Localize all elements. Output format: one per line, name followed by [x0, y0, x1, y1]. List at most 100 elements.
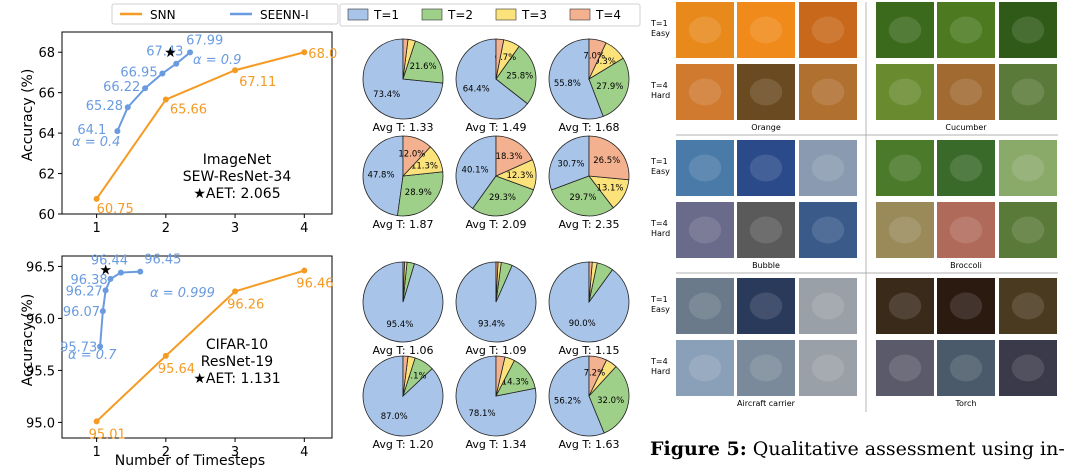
snn-data-label: 96.46: [296, 277, 333, 292]
sample-image: [737, 2, 795, 58]
row-label-timestep: T=1: [650, 295, 668, 304]
pie-chart: 47.8% 28.9% 11.3%12.0% Avg T: 1.87: [362, 135, 444, 231]
line-legend: SNN SEENN-I: [111, 3, 339, 25]
x-tick-label: 3: [231, 445, 239, 460]
seenn-point: [187, 49, 194, 56]
class-label: Aircraft carrier: [737, 399, 796, 408]
y-axis-title-bottom: Accuracy (%): [20, 294, 36, 387]
sample-image: [676, 140, 734, 196]
pie-slice-t4: [495, 261, 499, 303]
sample-image-highlight: [888, 154, 922, 182]
pie-slice-label: 6.7%: [495, 53, 517, 63]
snn-data-label: 95.64: [158, 362, 195, 377]
pie-slice-t4: [495, 135, 534, 177]
x-axis-title: Number of Timesteps: [115, 453, 265, 469]
y-tick-label: 95.0: [26, 416, 55, 431]
sample-image-highlight: [888, 78, 922, 106]
pie-slice-t1: [455, 135, 497, 210]
pie-slice-label: 7.0%: [583, 52, 605, 62]
pie-avg-label: Avg T: 1.15: [558, 344, 619, 357]
pie-slice-t1: [362, 135, 404, 217]
pie-slice-label: 32.0%: [597, 396, 624, 406]
snn-data-label: 65.66: [170, 103, 207, 118]
seenn-point: [137, 268, 144, 275]
snn-point: [301, 267, 308, 274]
dataset-annotation: ★AET: 1.131: [193, 371, 280, 387]
sample-image-highlight: [749, 216, 783, 244]
legend-swatch-t2: [421, 8, 443, 21]
pie-slice-t1: [548, 135, 590, 191]
pie-slice-label: 56.2%: [554, 396, 581, 406]
sample-image: [876, 340, 934, 396]
x-tick-label: 4: [300, 221, 308, 236]
pie-avg-label: Avg T: 1.49: [465, 121, 526, 134]
snn-line: [95, 51, 305, 200]
row-label-timestep: T=1: [650, 19, 668, 28]
pie-chart: 90.0% Avg T: 1.15: [548, 261, 630, 357]
pie-slice-label: 7.2%: [584, 369, 606, 379]
sample-image-highlight: [811, 154, 845, 182]
legend-label-t3: T=3: [521, 8, 547, 22]
pie-avg-label: Avg T: 1.87: [372, 218, 433, 231]
snn-data-label: 68.0: [308, 47, 337, 62]
pie-chart: 93.4% Avg T: 1.09: [455, 261, 537, 357]
legend-snn-label: SNN: [150, 8, 176, 22]
sample-image-highlight: [749, 154, 783, 182]
sample-image-highlight: [1011, 216, 1045, 244]
sample-image: [937, 202, 995, 258]
pie-slice-t4: [588, 135, 630, 181]
pie-slice-t2: [402, 40, 444, 84]
sample-image-highlight: [949, 16, 983, 44]
row-label-timestep: T=4: [650, 219, 668, 228]
aet-star-marker: ★: [164, 45, 177, 61]
pie-slice-t4: [588, 261, 593, 303]
sample-image: [799, 340, 857, 396]
snn-data-label: 67.11: [239, 75, 276, 90]
seenn-point: [159, 70, 166, 77]
pie-slice-label: 90.0%: [569, 319, 596, 329]
pie-avg-label: Avg T: 1.68: [558, 121, 619, 134]
legend-label-t1: T=1: [373, 8, 399, 22]
seenn-point: [124, 104, 131, 111]
row-label-difficulty: Easy: [651, 167, 670, 176]
snn-point: [93, 418, 100, 425]
pie-slice-label: 28.9%: [405, 188, 432, 198]
pie-avg-label: Avg T: 2.09: [465, 218, 526, 231]
pie-avg-label: Avg T: 1.20: [372, 438, 433, 451]
sample-image-highlight: [749, 78, 783, 106]
sample-image-highlight: [749, 292, 783, 320]
alpha-label-low: α = 0.7: [68, 348, 117, 363]
sample-image: [799, 202, 857, 258]
y-tick-label: 64: [38, 127, 55, 142]
pie-slice-label: 78.1%: [469, 409, 496, 419]
sample-image-highlight: [811, 16, 845, 44]
seenn-point: [114, 128, 121, 135]
seenn-data-label: 67.99: [186, 33, 223, 48]
pie-slice-t2: [472, 175, 535, 217]
row-label-difficulty: Easy: [651, 305, 670, 314]
sample-image-highlight: [811, 354, 845, 382]
y-tick-label: 66: [38, 87, 55, 102]
snn-line: [95, 269, 305, 423]
sample-image: [937, 140, 995, 196]
alpha-label-high: α = 0.999: [150, 286, 215, 301]
seenn-point: [97, 343, 104, 350]
legend-swatch-t4: [569, 8, 591, 21]
pie-slice-t2: [495, 45, 537, 105]
dataset-annotation: CIFAR-10: [206, 337, 268, 353]
row-label-difficulty: Hard: [651, 229, 670, 238]
pie-slice-label: 64.4%: [463, 85, 490, 95]
seenn-data-label: 96.38: [70, 273, 107, 288]
sample-image: [876, 2, 934, 58]
pie-slice-t2: [588, 365, 630, 434]
row-label-timestep: T=4: [650, 357, 668, 366]
pie-slice-t2: [551, 175, 614, 217]
caption-text: Qualitative assessment using in-: [746, 438, 1065, 460]
sample-image-highlight: [688, 292, 722, 320]
sample-image-highlight: [749, 354, 783, 382]
sample-image-highlight: [888, 16, 922, 44]
pie-slice-label: 14.3%: [502, 378, 529, 388]
sample-image: [676, 340, 734, 396]
y-tick-label: 95.5: [26, 364, 55, 379]
class-label: Torch: [954, 399, 976, 408]
